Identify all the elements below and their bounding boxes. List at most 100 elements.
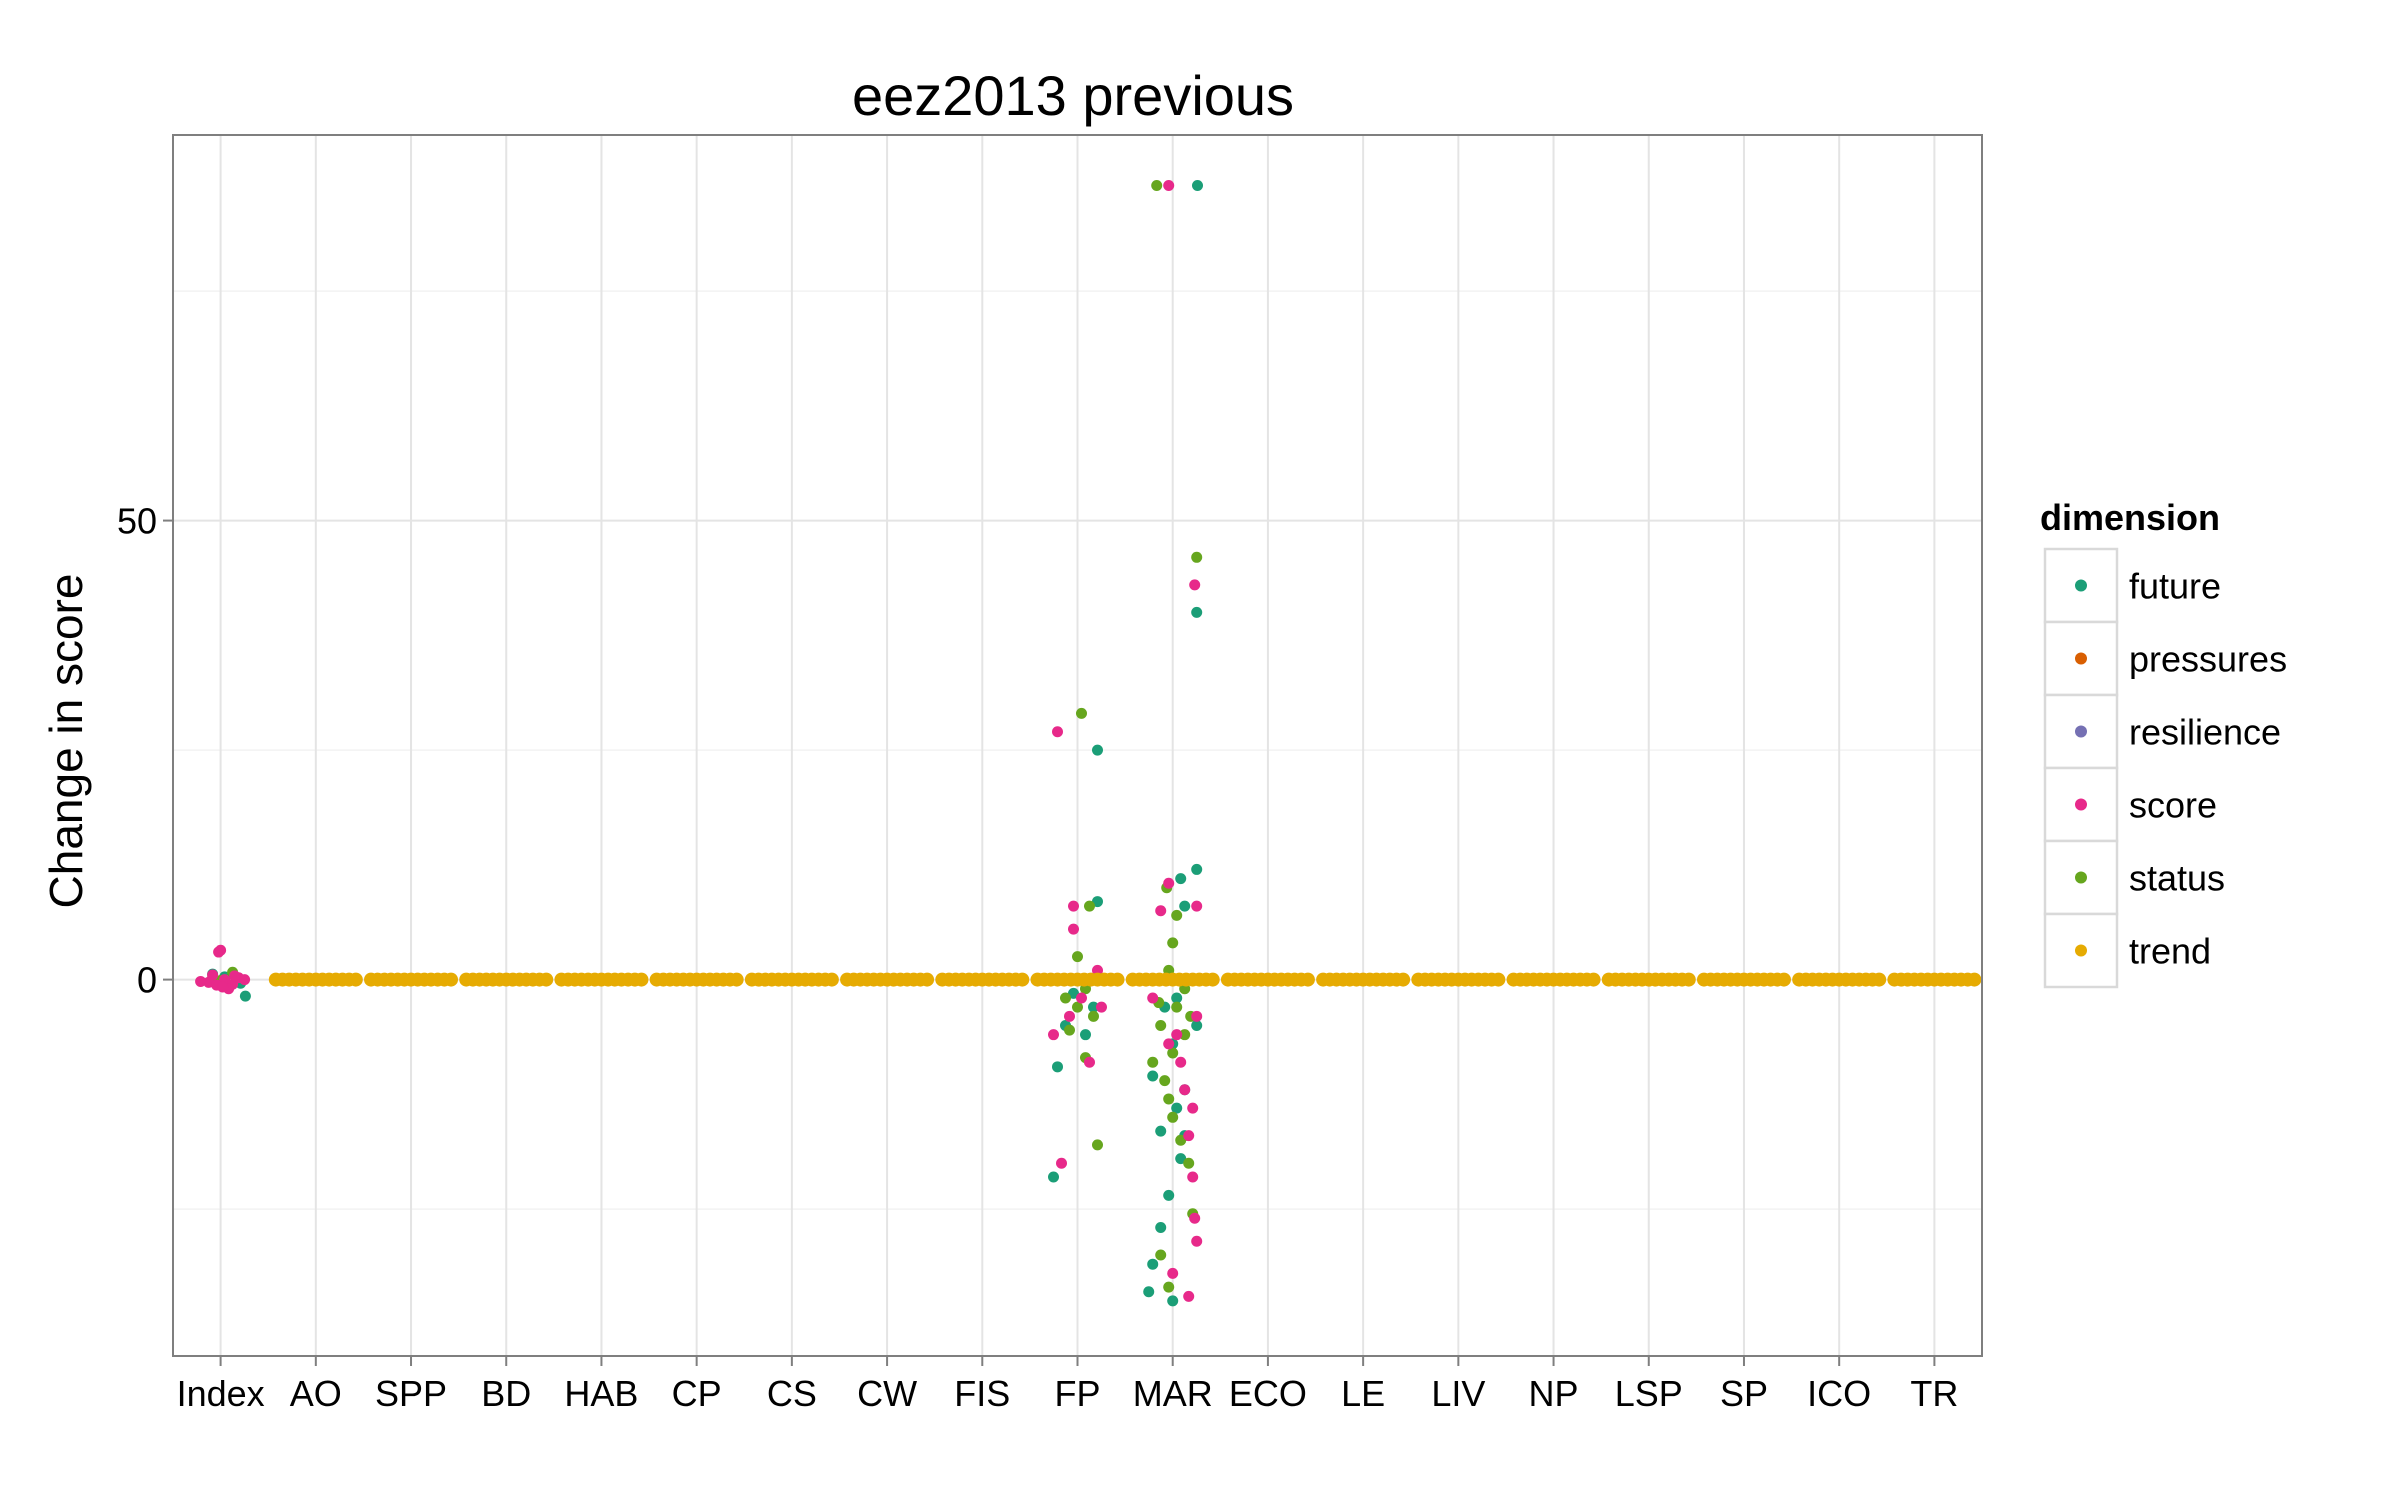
data-point-score [1187, 1171, 1199, 1183]
x-tick-label: SPP [375, 1373, 447, 1414]
data-point-score [1052, 726, 1064, 738]
x-tick-label: CW [857, 1373, 917, 1414]
y-axis-label: Change in score [40, 574, 92, 909]
data-point-status [1163, 1093, 1175, 1105]
data-point-trend [729, 972, 744, 987]
data-point-score [1191, 1010, 1203, 1022]
data-point-score [1189, 579, 1201, 591]
data-point-trend [539, 972, 554, 987]
legend-key-pressures [2075, 652, 2087, 665]
data-point-trend [1776, 972, 1791, 987]
x-tick-label: NP [1529, 1373, 1579, 1414]
data-point-trend [1586, 972, 1601, 987]
legend-key-trend [2075, 944, 2087, 957]
x-tick-label: LIV [1431, 1373, 1485, 1414]
data-point-trend [824, 972, 839, 987]
x-tick-label: SP [1720, 1373, 1768, 1414]
data-point-score [1068, 923, 1080, 935]
data-point-score [1191, 900, 1203, 912]
data-point-future [1171, 1102, 1183, 1114]
data-point-score [229, 970, 241, 982]
legend-key-score [2075, 798, 2087, 811]
data-point-future [1191, 1020, 1203, 1032]
legend: dimension future pressures resilience score… [2040, 497, 2287, 989]
data-point-future [1091, 744, 1103, 756]
x-tick-label: FP [1054, 1373, 1100, 1414]
data-point-future [1155, 1221, 1167, 1233]
data-point-status [1171, 1001, 1183, 1013]
data-point-trend [634, 972, 649, 987]
data-point-trend [1396, 972, 1411, 987]
data-point-future [1171, 992, 1183, 1004]
data-point-status [1075, 707, 1087, 719]
data-point-future [1191, 606, 1203, 618]
data-point-trend [920, 972, 935, 987]
data-point-score [1147, 992, 1159, 1004]
data-point-score [217, 981, 229, 993]
data-point-trend [1491, 972, 1506, 987]
x-tick-label: LSP [1615, 1373, 1683, 1414]
data-point-status [1072, 1001, 1083, 1013]
data-point-score [239, 974, 251, 986]
y-tick-label: 0 [137, 960, 157, 1001]
data-point-score [1163, 179, 1175, 191]
data-point-future [1147, 1070, 1159, 1082]
x-tick-label: AO [290, 1373, 342, 1414]
data-point-score [1163, 1038, 1175, 1050]
axes: 0 50 Index AO SPP BD HAB CP CS CW FIS FP MAR ECO LE LIV… [117, 134, 1983, 1414]
data-point-future [1052, 1061, 1064, 1073]
data-point-status [1155, 1020, 1167, 1032]
legend-label: trend [2129, 931, 2211, 972]
data-point-score [1163, 877, 1175, 889]
data-point-trend [1681, 972, 1696, 987]
data-point-future [1179, 900, 1191, 912]
legend-label: score [2129, 785, 2217, 826]
data-point-status [1179, 1029, 1191, 1041]
legend-label: pressures [2129, 639, 2287, 680]
data-point-score [1183, 1130, 1195, 1142]
data-point-trend [1872, 972, 1887, 987]
x-tick-label: HAB [564, 1373, 638, 1414]
data-point-status [1191, 551, 1203, 563]
data-point-score [1171, 1029, 1183, 1041]
data-point-status [1091, 1139, 1103, 1151]
data-point-score [1064, 1010, 1076, 1022]
legend-label: future [2129, 566, 2221, 607]
legend-key-status [2075, 871, 2087, 884]
data-point-trend [1015, 972, 1030, 987]
data-point-future [1091, 896, 1103, 908]
legend-label: status [2129, 858, 2225, 899]
data-point-future [1167, 1295, 1179, 1307]
y-tick-label: 50 [117, 501, 157, 542]
data-point-status [1175, 1134, 1187, 1146]
data-point-status [1064, 1024, 1076, 1036]
x-tick-label: CS [767, 1373, 817, 1414]
data-point-future [1079, 1029, 1091, 1041]
data-point-score [1155, 905, 1167, 917]
data-point-status [1183, 1157, 1195, 1169]
data-point-score [1187, 1102, 1199, 1114]
data-point-status [1151, 179, 1163, 191]
data-point-future [1163, 1189, 1175, 1201]
data-point-status [1087, 1010, 1099, 1022]
data-point-score [1167, 1267, 1179, 1279]
x-tick-label: ECO [1229, 1373, 1307, 1414]
data-point-score [1191, 1235, 1203, 1247]
data-point-future [1147, 1258, 1159, 1270]
data-point-future [1068, 987, 1080, 999]
data-point-score [1183, 1290, 1195, 1302]
data-point-status [1167, 1047, 1179, 1059]
data-point-future [1155, 1125, 1167, 1137]
data-point-score [1056, 1157, 1068, 1169]
x-tick-label: CP [672, 1373, 722, 1414]
x-tick-label: ICO [1807, 1373, 1871, 1414]
data-point-future [239, 990, 251, 1002]
data-point-status [1163, 1281, 1175, 1293]
legend-title: dimension [2040, 497, 2220, 538]
data-point-status [1155, 1249, 1167, 1261]
data-point-trend [1205, 972, 1220, 987]
data-point-status [1072, 951, 1083, 963]
data-point-score [1179, 1084, 1191, 1096]
